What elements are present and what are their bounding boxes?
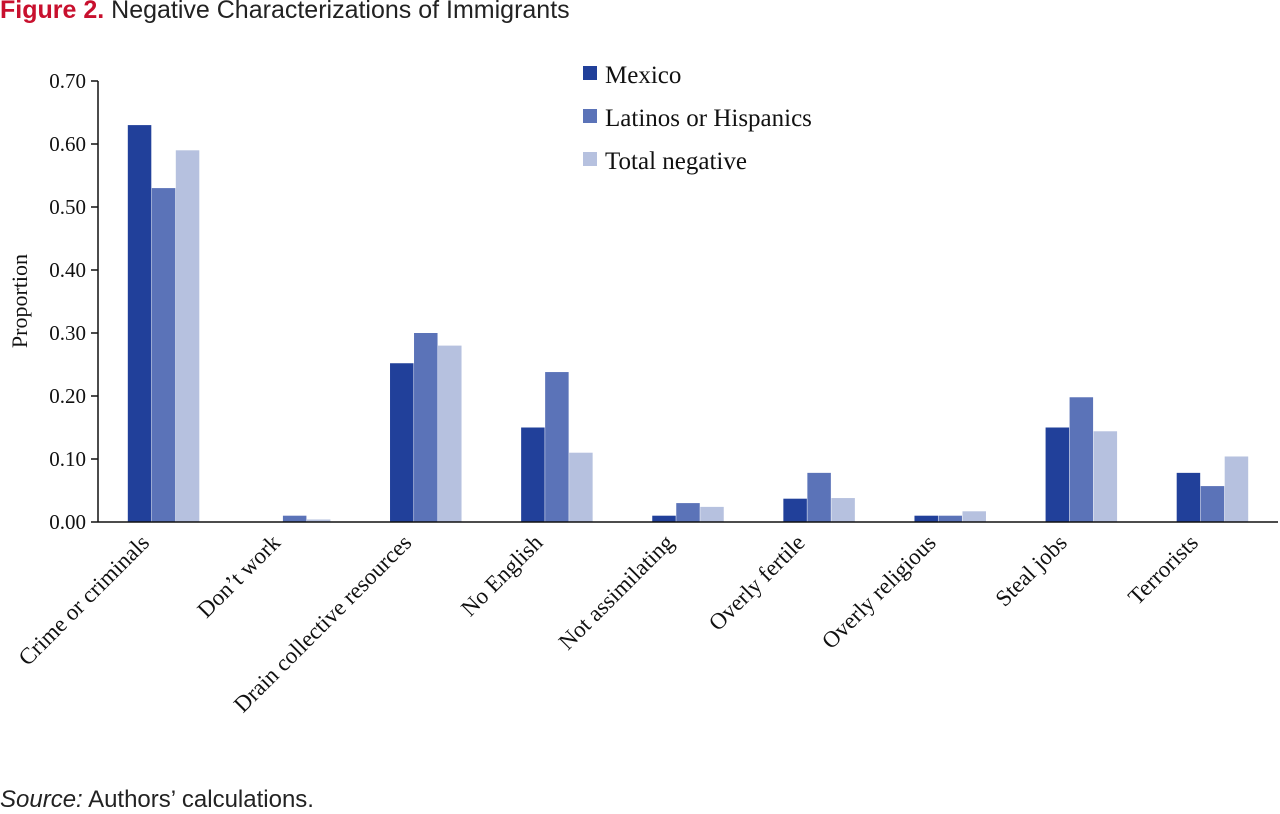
bar-latinos-or-hispanics: [1200, 486, 1225, 522]
x-category-label: Overly religious: [817, 530, 941, 654]
bar-mexico: [390, 363, 414, 522]
bar-latinos-or-hispanics: [282, 515, 307, 522]
y-tick-label: 0.50: [49, 195, 86, 219]
x-category-label: Crime or criminals: [14, 530, 155, 671]
bar-mexico: [652, 515, 676, 522]
legend-label-mexico: Mexico: [605, 62, 681, 89]
bar-mexico: [521, 427, 545, 522]
legend-swatch-latinos-or-hispanics: [583, 109, 597, 123]
bar-total-negative: [438, 345, 462, 522]
y-axis-title: Proportion: [7, 254, 32, 348]
source-text: Authors’ calculations.: [88, 786, 314, 813]
legend-label-total-negative: Total negative: [605, 148, 747, 175]
bar-total-negative: [1093, 431, 1118, 522]
bar-total-negative: [962, 511, 986, 522]
figure-number: Figure 2.: [0, 0, 105, 24]
y-tick-label: 0.10: [49, 447, 86, 471]
legend-label-latinos-or-hispanics: Latinos or Hispanics: [605, 105, 812, 132]
legend-swatch-mexico: [583, 66, 597, 80]
figure-title: Figure 2. Negative Characterizations of …: [0, 0, 570, 25]
bar-latinos-or-hispanics: [414, 333, 438, 522]
x-category-label: Steal jobs: [990, 530, 1071, 611]
bar-total-negative: [831, 498, 855, 522]
figure-title-text: Negative Characterizations of Immigrants: [111, 0, 570, 24]
x-category-label: Terrorists: [1123, 530, 1203, 610]
source-note: Source: Authors’ calculations.: [0, 786, 314, 814]
bar-mexico: [783, 498, 807, 522]
bar-latinos-or-hispanics: [807, 472, 831, 522]
bar-chart: 0.00 0.10 0.20 0.30 0.40 0.50 0.60 0.70 Proporti…: [7, 62, 1278, 717]
bar-mexico: [1045, 427, 1070, 522]
legend-swatch-total-negative: [583, 152, 597, 166]
bar-mexico: [914, 515, 938, 522]
x-category-label: No English: [456, 530, 548, 622]
y-tick-label: 0.70: [49, 69, 86, 93]
y-tick-label: 0.60: [49, 132, 86, 156]
bar-mexico: [1176, 472, 1201, 522]
bar-total-negative: [569, 452, 593, 522]
bar-latinos-or-hispanics: [938, 515, 962, 522]
bar-latinos-or-hispanics: [676, 503, 700, 522]
bar-total-negative: [700, 506, 724, 522]
x-category-label: Not assimilating: [554, 530, 679, 655]
x-category-label: Overly fertile: [704, 530, 810, 636]
y-tick-label: 0.00: [49, 510, 86, 534]
bar-latinos-or-hispanics: [545, 372, 569, 522]
bar-total-negative: [1224, 456, 1249, 522]
bar-total-negative: [175, 150, 200, 523]
y-tick-label: 0.20: [49, 384, 86, 408]
y-tick-label: 0.40: [49, 258, 86, 282]
x-category-label: Don’t work: [192, 530, 285, 623]
source-label: Source:: [0, 786, 83, 813]
bar-mexico: [127, 125, 152, 522]
y-tick-label: 0.30: [49, 321, 86, 345]
bar-latinos-or-hispanics: [151, 188, 176, 522]
bar-total-negative: [306, 519, 331, 522]
bar-latinos-or-hispanics: [1069, 397, 1094, 522]
